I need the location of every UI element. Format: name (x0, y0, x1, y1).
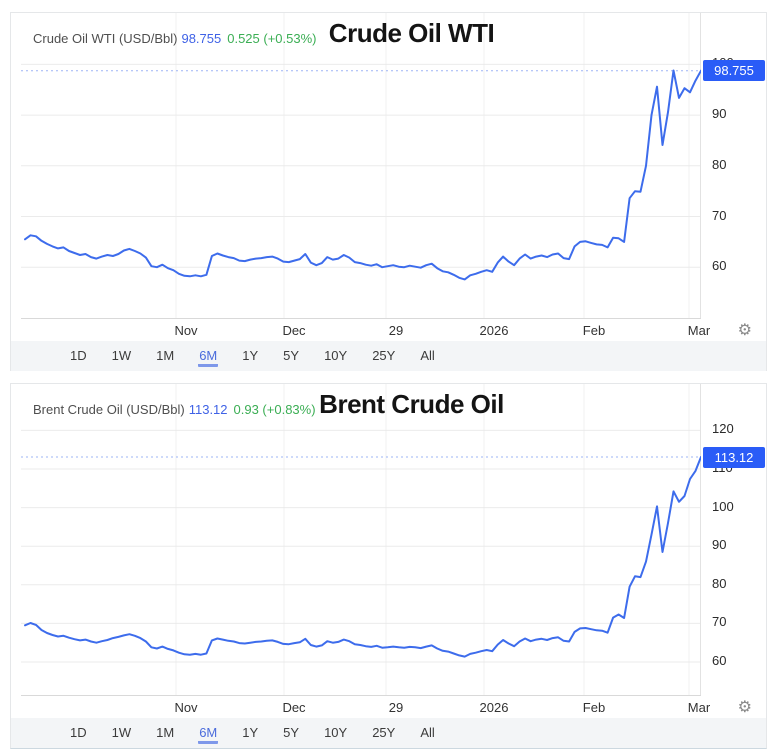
timeframe-button-25y[interactable]: 25Y (372, 724, 396, 740)
x-axis-label: Mar (687, 700, 711, 715)
y-axis-label: 80 (712, 156, 727, 172)
y-axis-label: 70 (712, 207, 727, 223)
y-axis-label: 90 (712, 106, 727, 122)
y-axis-label: 90 (712, 537, 727, 553)
wti-title: Crude Oil WTI (328, 18, 495, 48)
x-axis-label: Nov (174, 700, 198, 715)
timeframe-button-1w[interactable]: 1W (111, 347, 132, 363)
timeframe-button-10y[interactable]: 10Y (324, 347, 348, 363)
wti-change: 0.525 (+0.53%) (227, 31, 317, 46)
brent-price-badge: 113.12 (703, 446, 765, 468)
timeframe-button-5y[interactable]: 5Y (283, 347, 300, 363)
x-axis-label: Dec (282, 700, 306, 715)
brent-x-axis: Nov Dec 29 2026 Feb Mar (21, 700, 710, 718)
timeframe-button-1y[interactable]: 1Y (242, 347, 259, 363)
brent-chart-panel: Brent Crude Oil (USD/Bbl) 113.12 0.93 (+0.… (10, 383, 767, 749)
wti-timeframe-bar: 1D 1W 1M 6M 1Y 5Y 10Y 25Y All (11, 341, 766, 371)
x-axis-label: Feb (582, 700, 606, 715)
timeframe-button-1w[interactable]: 1W (111, 724, 132, 740)
y-axis-label: 100 (712, 498, 734, 514)
x-axis-label: 2026 (479, 323, 509, 338)
timeframe-button-5y[interactable]: 5Y (283, 724, 300, 740)
x-axis-label: 29 (388, 700, 404, 715)
timeframe-button-1d[interactable]: 1D (70, 724, 87, 740)
x-axis-label: Mar (687, 323, 711, 338)
settings-gear-icon[interactable]: ⚙ (737, 699, 752, 716)
brent-timeframe-bar: 1D 1W 1M 6M 1Y 5Y 10Y 25Y All (11, 718, 766, 748)
brent-last-price: 113.12 (188, 402, 228, 417)
brent-title: Brent Crude Oil (319, 389, 504, 419)
timeframe-button-all[interactable]: All (420, 347, 435, 363)
timeframe-button-1m[interactable]: 1M (156, 347, 175, 363)
timeframe-button-1y[interactable]: 1Y (242, 724, 259, 740)
brent-quote-line: Brent Crude Oil (USD/Bbl) 113.12 0.93 (+0.… (33, 402, 316, 417)
wti-chart-panel: Crude Oil WTI (USD/Bbl) 98.755 0.525 (+0.5… (10, 12, 767, 371)
brent-change: 0.93 (+0.83%) (233, 402, 316, 417)
y-axis-label: 80 (712, 575, 727, 591)
x-axis-label: Nov (174, 323, 198, 338)
y-axis-label: 60 (712, 653, 727, 668)
y-axis-label: 120 (712, 421, 734, 437)
timeframe-button-all[interactable]: All (420, 724, 435, 740)
brent-y-axis: 120 110 100 90 80 70 60 (712, 384, 764, 748)
wti-x-axis: Nov Dec 29 2026 Feb Mar (21, 323, 710, 341)
timeframe-button-25y[interactable]: 25Y (372, 347, 396, 363)
y-axis-label: 60 (712, 258, 727, 274)
brent-instrument-label: Brent Crude Oil (USD/Bbl) (33, 402, 185, 417)
wti-quote-line: Crude Oil WTI (USD/Bbl) 98.755 0.525 (+0.5… (33, 31, 317, 46)
x-axis-label: 2026 (479, 700, 509, 715)
timeframe-button-1m[interactable]: 1M (156, 724, 175, 740)
timeframe-button-1d[interactable]: 1D (70, 347, 87, 363)
x-axis-label: Dec (282, 323, 306, 338)
y-axis-label: 70 (712, 614, 727, 630)
wti-last-price: 98.755 (181, 31, 222, 46)
x-axis-label: Feb (582, 323, 606, 338)
x-axis-label: 29 (388, 323, 404, 338)
settings-gear-icon[interactable]: ⚙ (737, 322, 752, 339)
timeframe-button-6m[interactable]: 6M (198, 346, 219, 367)
wti-price-chart[interactable] (21, 13, 701, 319)
wti-instrument-label: Crude Oil WTI (USD/Bbl) (33, 31, 178, 46)
timeframe-button-6m[interactable]: 6M (198, 723, 219, 744)
timeframe-button-10y[interactable]: 10Y (324, 724, 348, 740)
brent-price-chart[interactable] (21, 384, 701, 696)
wti-price-badge: 98.755 (703, 60, 765, 82)
